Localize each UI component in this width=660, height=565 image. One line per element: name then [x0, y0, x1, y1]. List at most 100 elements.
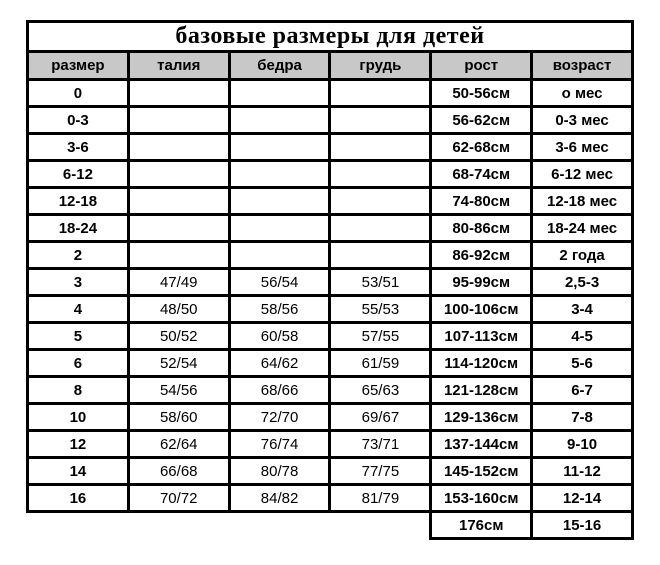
cell-height: 50-56см — [429, 78, 534, 108]
cell-age: 4-5 — [530, 321, 634, 351]
cell-height: 153-160см — [429, 483, 534, 513]
table-row: 5 50/52 60/58 57/55 107-113см 4-5 — [26, 321, 634, 351]
cell-size: 4 — [26, 294, 130, 324]
cell-height: 121-128см — [429, 375, 534, 405]
column-header-chest: грудь — [328, 50, 433, 81]
cell-size: 3 — [26, 267, 130, 297]
cell-waist: 54/56 — [126, 375, 231, 405]
table-row: 0-3 56-62см 0-3 мес — [26, 105, 634, 135]
cell-chest: 73/71 — [328, 429, 433, 459]
cell-size: 14 — [26, 456, 130, 486]
title-row: базовые размеры для детей — [26, 20, 634, 53]
column-header-height: рост — [429, 50, 534, 81]
size-chart-table: базовые размеры для детей размер талия б… — [26, 20, 634, 540]
cell-size: 18-24 — [26, 213, 130, 243]
cell-waist — [126, 186, 231, 216]
spacer-cell — [330, 512, 431, 539]
table-row: 6-12 68-74см 6-12 мес — [26, 159, 634, 189]
cell-height: 86-92см — [429, 240, 534, 270]
table-row: 0 50-56см о мес — [26, 78, 634, 108]
cell-waist — [126, 105, 231, 135]
cell-waist — [126, 78, 231, 108]
table-row: 2 86-92см 2 года — [26, 240, 634, 270]
cell-hips — [227, 186, 332, 216]
cell-chest: 77/75 — [328, 456, 433, 486]
cell-height: 107-113см — [429, 321, 534, 351]
cell-waist: 52/54 — [126, 348, 231, 378]
cell-height: 145-152см — [429, 456, 534, 486]
cell-waist — [126, 213, 231, 243]
cell-hips: 68/66 — [227, 375, 332, 405]
cell-size: 10 — [26, 402, 130, 432]
cell-chest: 53/51 — [328, 267, 433, 297]
extra-row: 176см 15-16 — [28, 510, 634, 540]
cell-height: 100-106см — [429, 294, 534, 324]
cell-height: 74-80см — [429, 186, 534, 216]
table-row: 3-6 62-68см 3-6 мес — [26, 132, 634, 162]
cell-waist: 70/72 — [126, 483, 231, 513]
table-title: базовые размеры для детей — [26, 20, 634, 53]
cell-chest: 57/55 — [328, 321, 433, 351]
cell-height: 129-136см — [429, 402, 534, 432]
cell-waist — [126, 132, 231, 162]
cell-size: 3-6 — [26, 132, 130, 162]
table-row: 18-24 80-86см 18-24 мес — [26, 213, 634, 243]
cell-size: 8 — [26, 375, 130, 405]
table-row: 12 62/64 76/74 73/71 137-144см 9-10 — [26, 429, 634, 459]
cell-size: 6-12 — [26, 159, 130, 189]
cell-height: 95-99см — [429, 267, 534, 297]
cell-chest — [328, 78, 433, 108]
cell-waist: 50/52 — [126, 321, 231, 351]
header-row: размер талия бедра грудь рост возраст — [26, 50, 634, 81]
cell-age: 0-3 мес — [530, 105, 634, 135]
cell-chest — [328, 159, 433, 189]
cell-chest: 61/59 — [328, 348, 433, 378]
cell-chest — [328, 186, 433, 216]
cell-hips — [227, 240, 332, 270]
cell-chest: 81/79 — [328, 483, 433, 513]
cell-chest — [328, 132, 433, 162]
cell-chest: 55/53 — [328, 294, 433, 324]
cell-waist: 48/50 — [126, 294, 231, 324]
cell-age: 6-7 — [530, 375, 634, 405]
table-row: 14 66/68 80/78 77/75 145-152см 11-12 — [26, 456, 634, 486]
cell-chest — [328, 240, 433, 270]
cell-age: 5-6 — [530, 348, 634, 378]
cell-height: 176см — [429, 510, 534, 540]
column-header-hips: бедра — [227, 50, 332, 81]
cell-hips: 60/58 — [227, 321, 332, 351]
cell-chest: 69/67 — [328, 402, 433, 432]
table-row: 10 58/60 72/70 69/67 129-136см 7-8 — [26, 402, 634, 432]
table-row: 16 70/72 84/82 81/79 153-160см 12-14 — [26, 483, 634, 513]
cell-hips — [227, 159, 332, 189]
cell-chest — [328, 105, 433, 135]
cell-hips: 58/56 — [227, 294, 332, 324]
table-row: 12-18 74-80см 12-18 мес — [26, 186, 634, 216]
table-row: 8 54/56 68/66 65/63 121-128см 6-7 — [26, 375, 634, 405]
table-body: 0 50-56см о мес 0-3 56-62см 0-3 мес 3-6 62-68см… — [26, 78, 634, 540]
cell-height: 80-86см — [429, 213, 534, 243]
cell-hips — [227, 213, 332, 243]
cell-size: 5 — [26, 321, 130, 351]
spacer-cell — [229, 512, 330, 539]
cell-hips: 80/78 — [227, 456, 332, 486]
cell-age: о мес — [530, 78, 634, 108]
cell-age: 2,5-3 — [530, 267, 634, 297]
cell-waist — [126, 159, 231, 189]
cell-hips — [227, 132, 332, 162]
cell-chest: 65/63 — [328, 375, 433, 405]
cell-hips — [227, 105, 332, 135]
cell-waist — [126, 240, 231, 270]
table-row: 6 52/54 64/62 61/59 114-120см 5-6 — [26, 348, 634, 378]
column-header-waist: талия — [126, 50, 231, 81]
cell-waist: 47/49 — [126, 267, 231, 297]
cell-age: 9-10 — [530, 429, 634, 459]
cell-waist: 66/68 — [126, 456, 231, 486]
cell-hips: 72/70 — [227, 402, 332, 432]
cell-age: 11-12 — [530, 456, 634, 486]
cell-size: 0-3 — [26, 105, 130, 135]
column-header-size: размер — [26, 50, 130, 81]
cell-size: 16 — [26, 483, 130, 513]
table-row: 3 47/49 56/54 53/51 95-99см 2,5-3 — [26, 267, 634, 297]
